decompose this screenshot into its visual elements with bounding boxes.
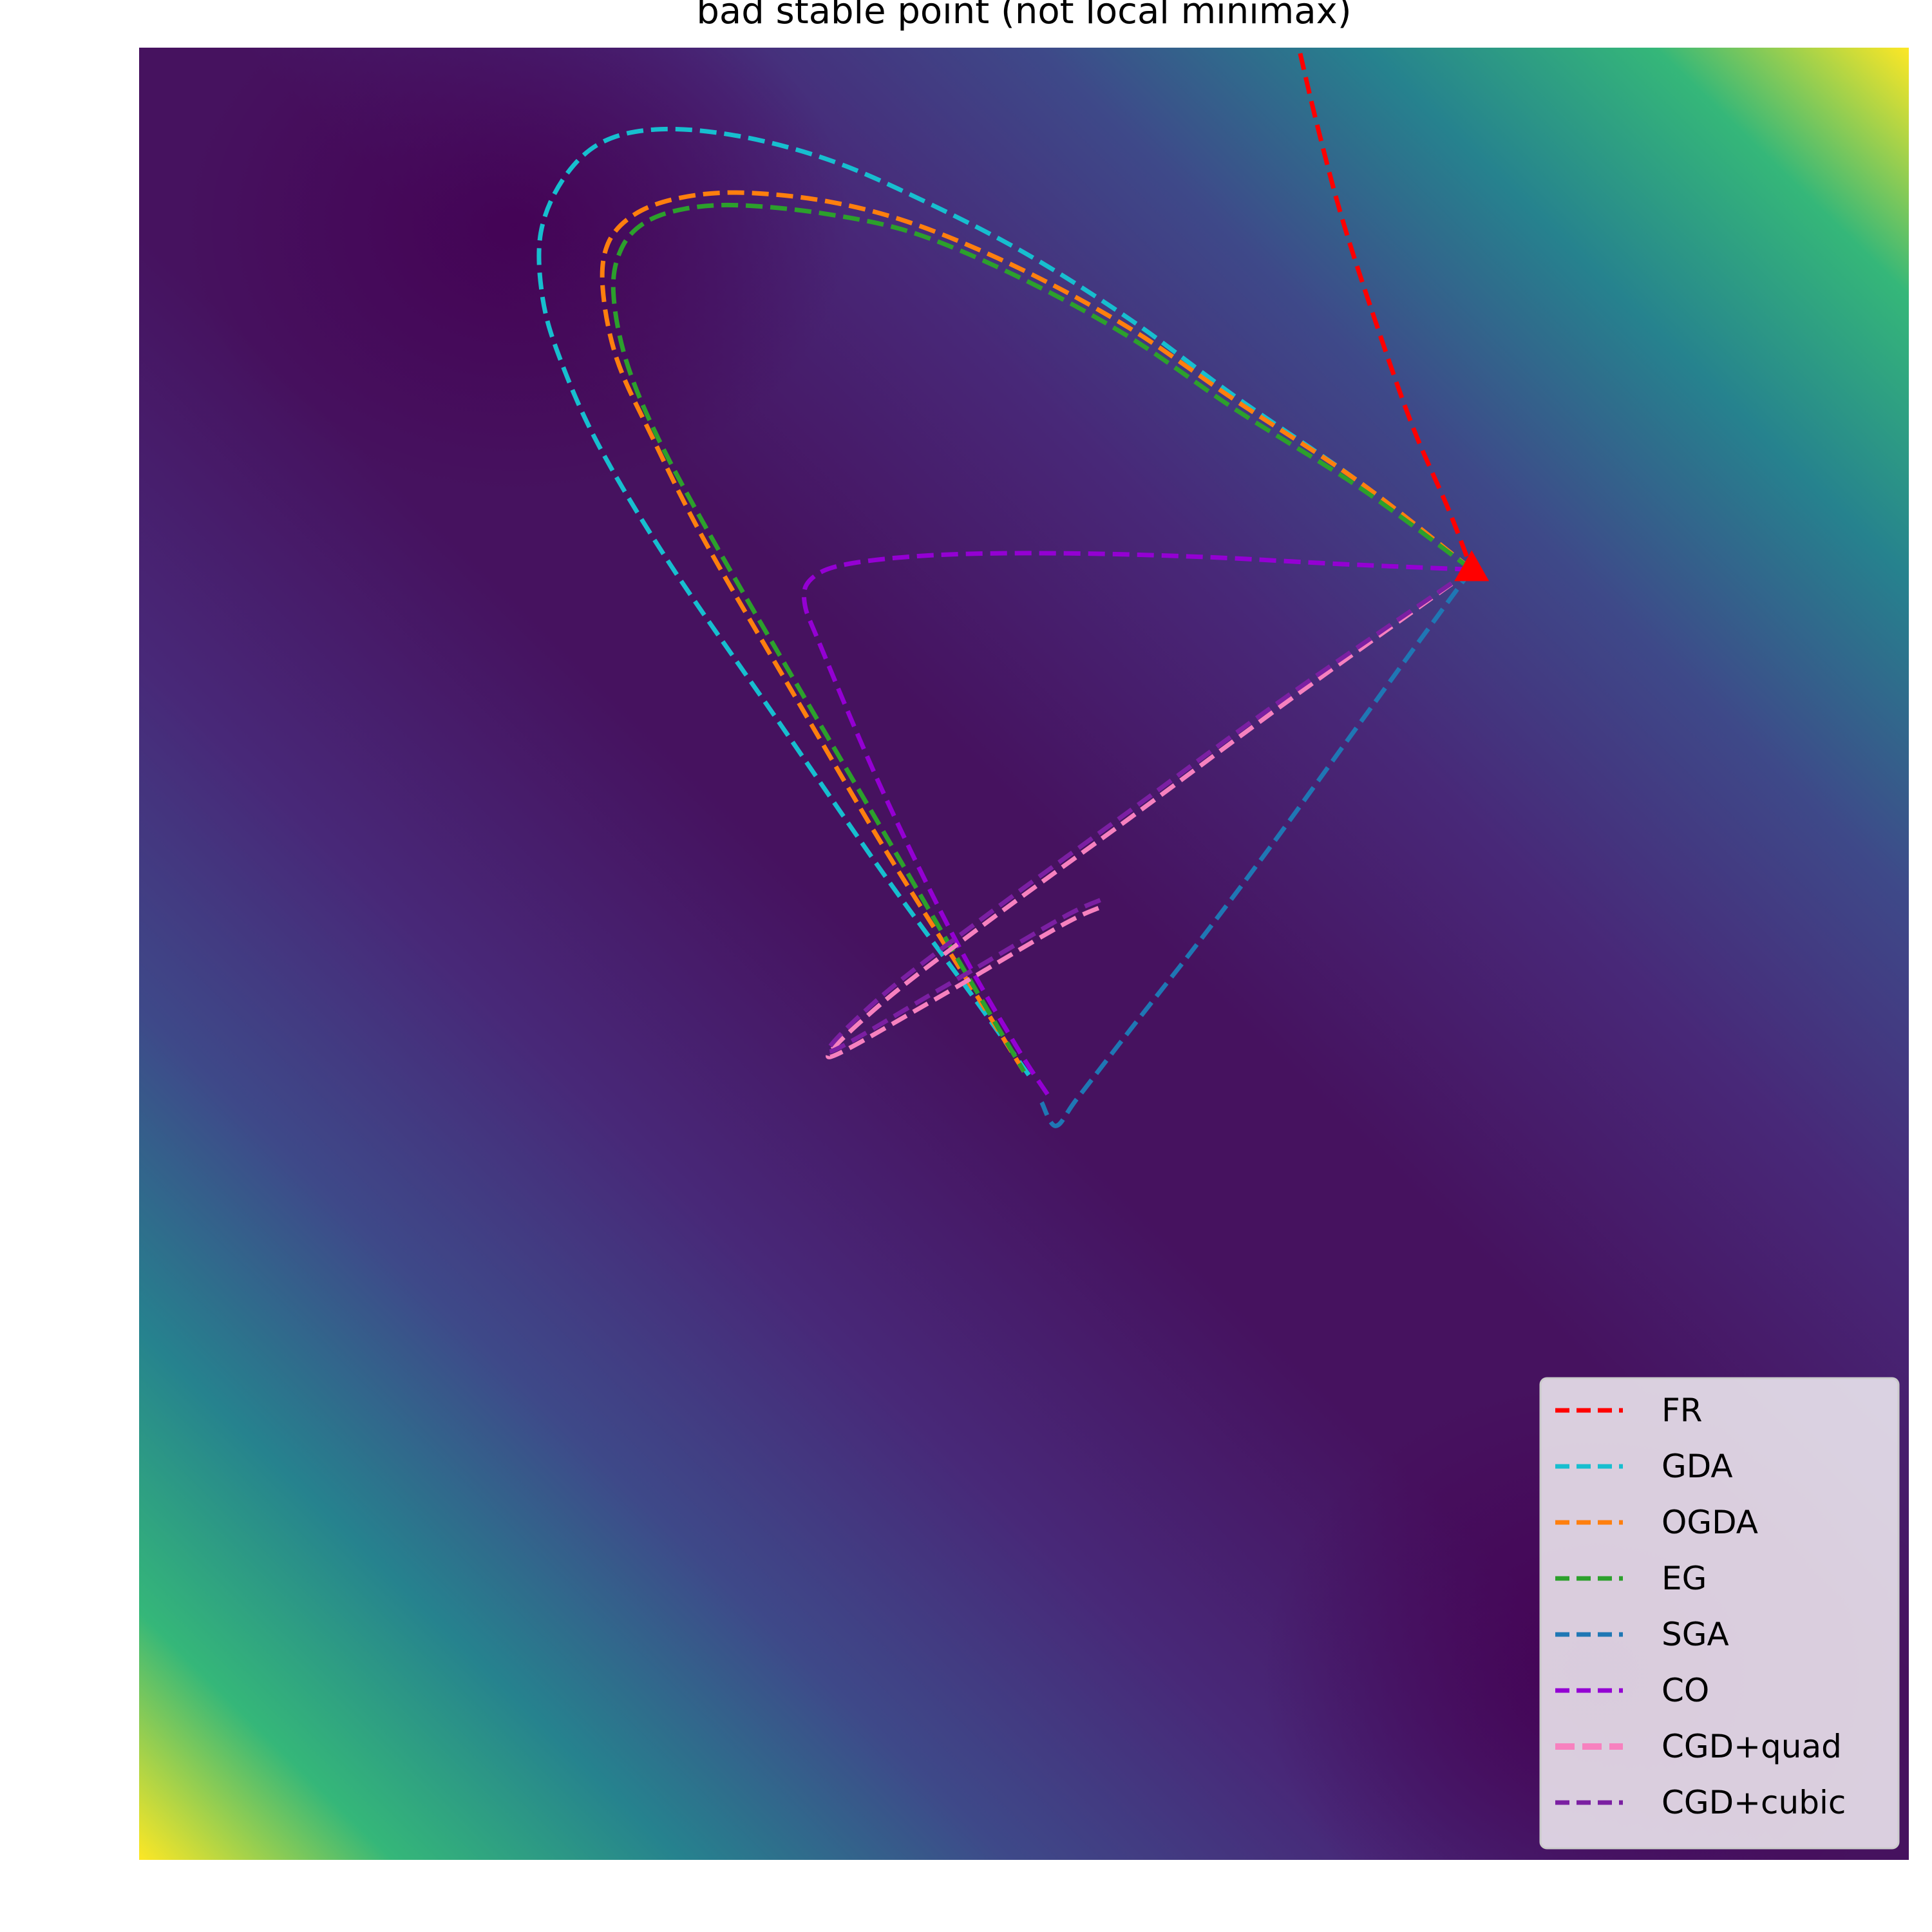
series-line-cgd-quad	[826, 567, 1473, 1059]
legend-label-cgd-quad: CGD+quad	[1662, 1728, 1842, 1765]
series-layer	[536, 48, 1474, 1128]
series-line-ogda	[600, 190, 1473, 1073]
legend-label-cgd-cubic: CGD+cubic	[1662, 1784, 1846, 1821]
series-line-co	[801, 551, 1472, 1101]
legend-label-co: CO	[1662, 1672, 1709, 1709]
bad-stable-point-marker	[1454, 550, 1490, 582]
series-line-fr	[1296, 48, 1474, 571]
legend-label-sga: SGA	[1662, 1616, 1729, 1653]
legend: FR GDA OGDA EG SGA CO CGD+quad CGD+cubic	[1539, 1377, 1900, 1850]
series-line-sga	[1039, 568, 1474, 1128]
chart-title: bad stable point (not local minimax)	[696, 0, 1351, 32]
legend-label-ogda: OGDA	[1662, 1504, 1758, 1541]
series-line-gda	[536, 126, 1473, 1083]
legend-label-gda: GDA	[1662, 1448, 1733, 1485]
contour-dark-region-top	[180, 48, 850, 496]
series-line-cgd-cubic	[826, 567, 1473, 1054]
series-line-eg	[611, 202, 1473, 1073]
legend-label-eg: EG	[1662, 1560, 1707, 1597]
legend-label-fr: FR	[1662, 1392, 1703, 1429]
legend-box	[1539, 1377, 1900, 1850]
legend-items: FR GDA OGDA EG SGA CO CGD+quad CGD+cubic	[1555, 1392, 1846, 1821]
